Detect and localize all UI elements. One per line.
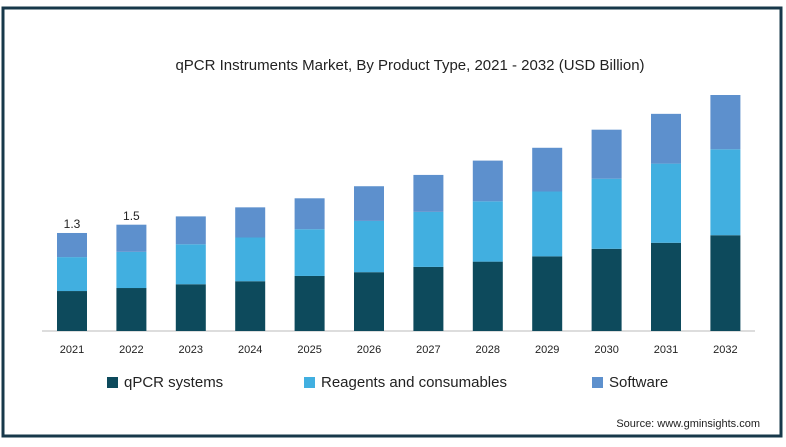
legend-swatch <box>304 377 315 388</box>
bar-segment <box>472 261 503 331</box>
bar-segment <box>532 256 563 331</box>
legend-label: Software <box>609 374 668 391</box>
x-tick-label: 2029 <box>535 344 559 356</box>
x-tick-label: 2021 <box>60 344 84 356</box>
x-tick-label: 2032 <box>713 344 737 356</box>
bar-segment <box>294 275 325 331</box>
bar-segment <box>710 95 741 150</box>
chart-title: qPCR Instruments Market, By Product Type… <box>175 57 644 74</box>
bar-segment <box>651 113 681 164</box>
x-tick-label: 2022 <box>119 344 143 356</box>
bar-segment <box>57 232 87 258</box>
bar-segment <box>235 237 266 282</box>
x-tick-label: 2030 <box>594 344 618 356</box>
bar-segment <box>413 211 444 267</box>
x-tick-label: 2025 <box>297 344 321 356</box>
bar-segment <box>651 242 681 331</box>
bar-segment <box>472 160 503 202</box>
bar-segment <box>591 178 622 249</box>
bar-segment <box>651 163 681 243</box>
bar-segment <box>57 291 87 331</box>
bar-segment <box>413 266 444 331</box>
bar-segment <box>235 207 266 238</box>
bar-segment <box>532 191 563 257</box>
x-tick-label: 2026 <box>357 344 381 356</box>
bar-segment <box>413 174 444 212</box>
bar-segment <box>116 224 147 252</box>
bar-segment <box>591 129 622 179</box>
total-label: 1.5 <box>123 209 140 223</box>
legend-label: Reagents and consumables <box>321 374 507 391</box>
x-tick-label: 2031 <box>654 344 678 356</box>
bar-segment <box>294 198 325 230</box>
bar-segment <box>591 248 622 331</box>
x-tick-label: 2023 <box>179 344 203 356</box>
bar-segment <box>354 220 384 273</box>
bar-segment <box>532 147 563 192</box>
bar-segment <box>235 281 266 331</box>
bar-segment <box>57 257 87 292</box>
x-tick-label: 2024 <box>238 344 262 356</box>
bar-segment <box>294 229 325 276</box>
legend-swatch <box>592 377 603 388</box>
bar-segment <box>116 288 147 331</box>
x-tick-label: 2027 <box>416 344 440 356</box>
bar-segment <box>710 149 741 236</box>
legend-swatch <box>107 377 118 388</box>
bar-segment <box>354 186 384 221</box>
source: Source: www.gminsights.com <box>616 418 760 430</box>
bar-segment <box>175 284 206 331</box>
x-tick-label: 2028 <box>476 344 500 356</box>
bar-segment <box>116 251 147 289</box>
bar-segment <box>175 216 206 245</box>
legend-label: qPCR systems <box>124 374 223 391</box>
bar-segment <box>472 201 503 262</box>
bar-segment <box>710 235 741 331</box>
bar-segment <box>175 244 206 285</box>
total-label: 1.3 <box>64 217 81 231</box>
bar-segment <box>354 272 384 331</box>
